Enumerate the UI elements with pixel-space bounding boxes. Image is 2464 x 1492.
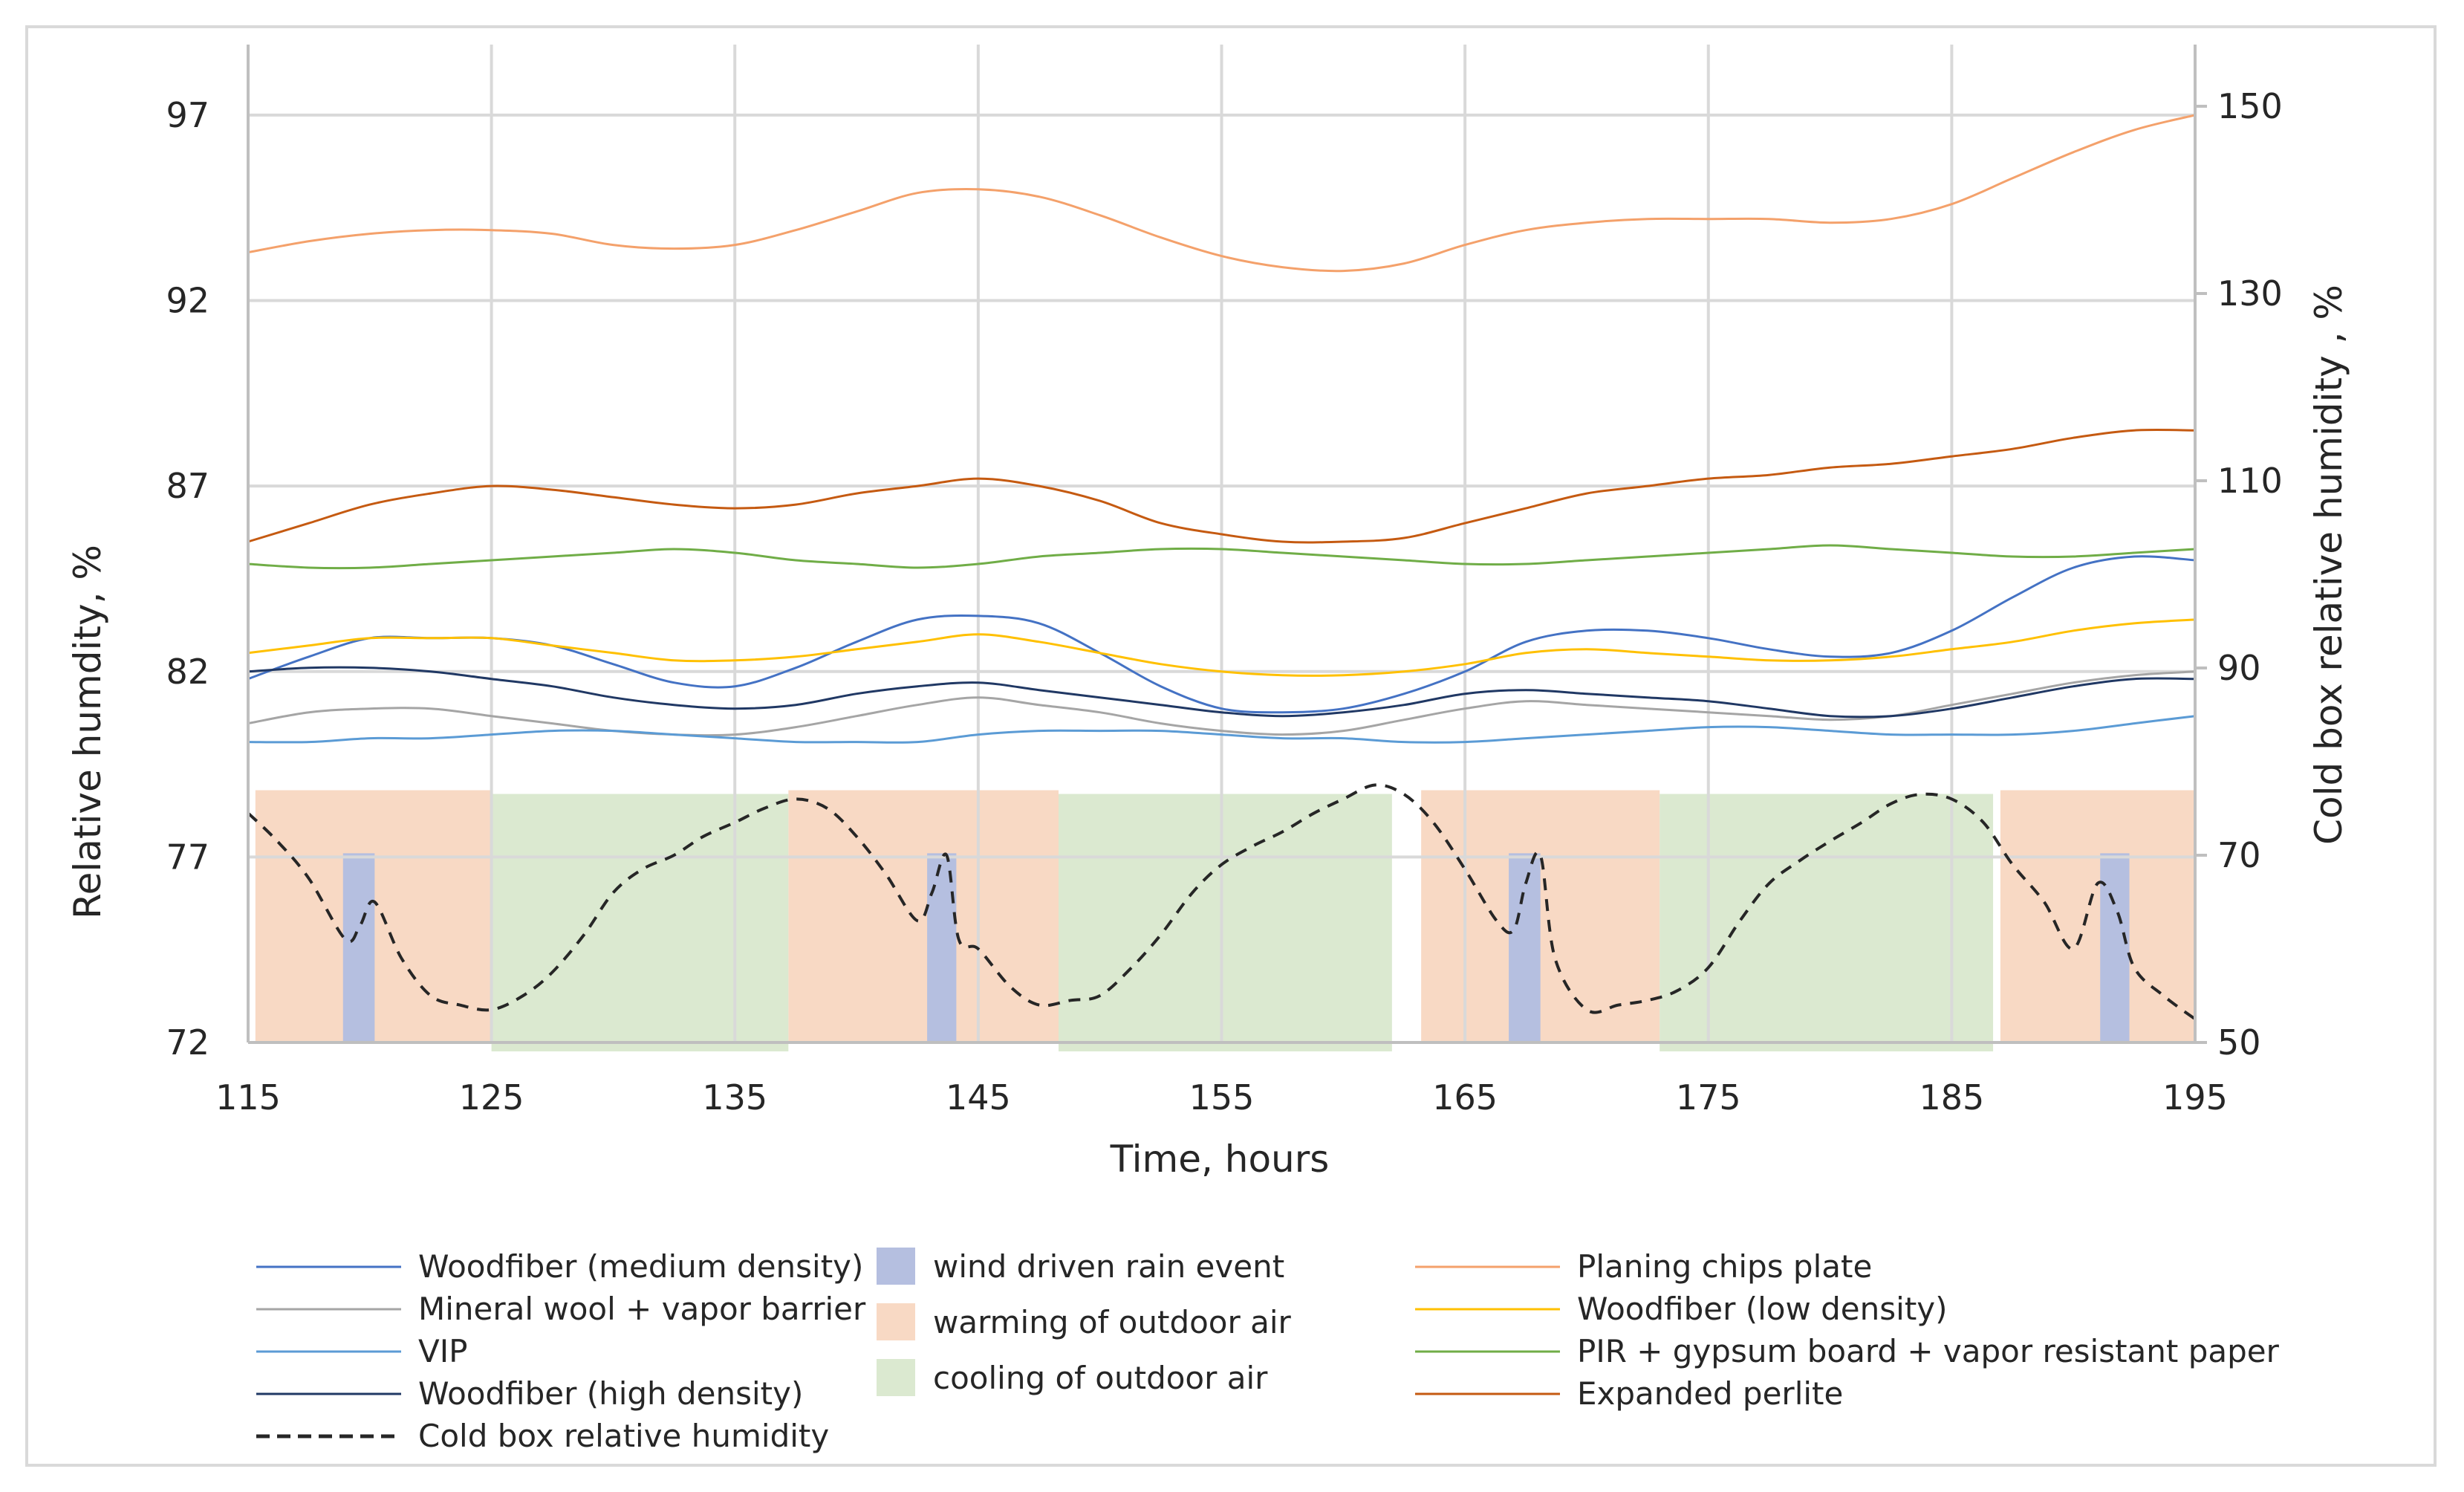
region-0-1 <box>788 790 1059 1042</box>
y-tick-label: 97 <box>166 95 209 135</box>
legend-swatch-warming-of-outdoor-air <box>877 1303 915 1340</box>
legend-label-cooling-of-outdoor-air: cooling of outdoor air <box>933 1360 1268 1396</box>
legend-swatch-cooling-of-outdoor-air <box>877 1359 915 1396</box>
legend-label-cold-box-relative-humidity: Cold box relative humidity <box>418 1418 829 1454</box>
series-line-woodfiber-low-density <box>247 618 2196 677</box>
y-tick-label: 77 <box>166 837 209 877</box>
series-line-expanded-perlite <box>247 428 2196 544</box>
legend-label-expanded-perlite: Expanded perlite <box>1577 1375 1843 1412</box>
y-tick-label: 72 <box>166 1022 209 1063</box>
x-tick-label: 175 <box>1676 1077 1741 1118</box>
legend-label-mineral-wool-vapor-barrier: Mineral wool + vapor barrier <box>418 1291 866 1327</box>
region-2-1 <box>927 853 957 1044</box>
y2-axis-title: Cold box relative humidity , % <box>2307 285 2350 845</box>
x-tick-label: 155 <box>1189 1077 1255 1118</box>
region-2-0 <box>342 853 375 1044</box>
legend-label-warming-of-outdoor-air: warming of outdoor air <box>933 1304 1292 1340</box>
legend-label-woodfiber-medium-density: Woodfiber (medium density) <box>418 1248 863 1285</box>
region-1-1 <box>1058 794 1392 1051</box>
x-tick-label: 115 <box>215 1077 281 1118</box>
legend-label-woodfiber-low-density: Woodfiber (low density) <box>1577 1291 1948 1327</box>
series-line-cold-box-relative-humidity <box>247 783 2197 1021</box>
legend-label-planing-chips-plate: Planing chips plate <box>1577 1248 1872 1285</box>
series-line-woodfiber-high-density <box>247 666 2196 719</box>
y-tick-label: 87 <box>166 466 209 506</box>
x-tick-label: 125 <box>459 1077 524 1118</box>
x-tick-label: 165 <box>1432 1077 1498 1118</box>
y2-tick-label: 110 <box>2217 461 2283 501</box>
region-2-3 <box>2100 853 2130 1044</box>
legend-label-woodfiber-high-density: Woodfiber (high density) <box>418 1375 803 1412</box>
y2-tick-label: 70 <box>2217 835 2261 875</box>
legend-label-vip: VIP <box>418 1333 467 1369</box>
series-line-pir-gypsum-board-vapor-resistant-paper <box>247 544 2196 570</box>
y2-tick-label: 150 <box>2217 86 2283 126</box>
tick-labels: 115 125 135 145 155 165 175 185 195 72 77 82 87 92 97 5… <box>166 86 2282 1118</box>
series-lines <box>247 114 2197 1021</box>
x-axis-title: Time, hours <box>1110 1138 1330 1181</box>
y2-tick-label: 90 <box>2217 648 2261 688</box>
shaded-regions <box>255 790 2195 1051</box>
legend: Woodfiber (medium density) Mineral wool +… <box>256 1248 2280 1454</box>
series-line-planing-chips-plate <box>247 114 2196 273</box>
region-1-0 <box>491 794 789 1051</box>
region-0-3 <box>2000 790 2195 1042</box>
region-1-2 <box>1660 794 1994 1051</box>
series-line-mineral-wool-vapor-barrier <box>247 670 2196 737</box>
y2-tick-label: 130 <box>2217 273 2283 314</box>
axes <box>247 45 2207 1044</box>
x-tick-label: 185 <box>1919 1077 1984 1118</box>
region-2-2 <box>1509 853 1541 1044</box>
legend-swatch-wind-driven-rain-event <box>877 1248 915 1285</box>
series-line-woodfiber-medium-density <box>247 555 2196 714</box>
y2-tick-label: 50 <box>2217 1022 2261 1063</box>
legend-label-wind-driven-rain-event: wind driven rain event <box>933 1248 1284 1285</box>
x-tick-label: 195 <box>2162 1077 2228 1118</box>
y-axis-title: Relative humdity, % <box>66 545 109 919</box>
y-tick-label: 82 <box>166 652 209 692</box>
chart-frame <box>25 25 2437 1467</box>
x-tick-label: 145 <box>946 1077 1011 1118</box>
legend-label-pir-gypsum-board-vapor-resistant-paper: PIR + gypsum board + vapor resistant pap… <box>1577 1333 2280 1369</box>
y-tick-label: 92 <box>166 281 209 321</box>
x-tick-label: 135 <box>702 1077 767 1118</box>
series-line-vip <box>247 715 2196 744</box>
